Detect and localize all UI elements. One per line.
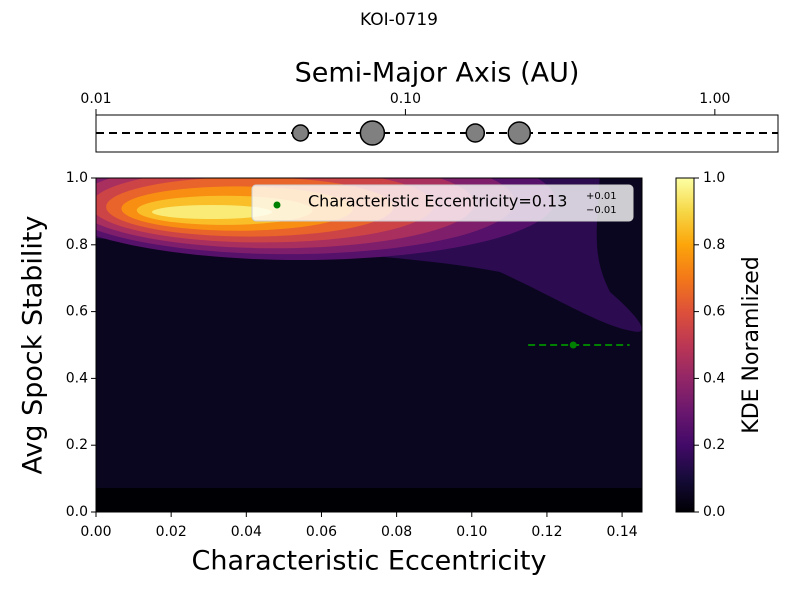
- colorbar: [675, 177, 695, 513]
- colorbar-tick-label: 0.6: [703, 304, 725, 320]
- x-axis-title: Semi-Major Axis (AU): [295, 58, 580, 89]
- legend: Characteristic Eccentricity=0.13 +0.01 −…: [251, 184, 634, 222]
- y-tick-label: 0.0: [66, 504, 88, 520]
- legend-sup: +0.01: [586, 191, 617, 202]
- planet: [359, 120, 386, 146]
- top-frame: [95, 114, 779, 153]
- colorbar-tick-label: 0.4: [703, 370, 725, 386]
- colorbar-tick-label: 0.0: [703, 504, 725, 520]
- point: [569, 341, 577, 349]
- y-tick-label: 0.8: [66, 237, 88, 253]
- kde-floor: [96, 488, 642, 512]
- planet: [291, 124, 310, 142]
- x-tick-label: 0.02: [156, 524, 187, 540]
- legend-sub: −0.01: [586, 205, 617, 216]
- y-tick-label: 0.4: [66, 370, 88, 386]
- x-tick-label: 0.06: [306, 524, 337, 540]
- y-tick-label: 1.0: [66, 170, 88, 186]
- x-tick-label: 0.10: [390, 91, 421, 107]
- y-tick-label: 0.6: [66, 304, 88, 320]
- kde-region: [152, 205, 272, 219]
- x-tick-label: 0.01: [80, 91, 111, 107]
- y-tick-label: 0.2: [66, 437, 88, 453]
- x-axis-title: Characteristic Eccentricity: [192, 546, 547, 577]
- planet: [465, 123, 486, 143]
- chart-title: KOI-0719: [360, 10, 438, 30]
- x-tick-label: 1.00: [699, 91, 730, 107]
- x-tick-label: 0.04: [231, 524, 262, 540]
- legend-box: [251, 184, 634, 222]
- planet: [507, 121, 532, 145]
- colorbar-tick-label: 0.8: [703, 237, 725, 253]
- colorbar-title: KDE Noramlized: [739, 256, 764, 433]
- x-tick-label: 0.10: [456, 524, 487, 540]
- x-tick-label: 0.12: [531, 524, 562, 540]
- x-tick-label: 0.00: [80, 524, 111, 540]
- legend-label: Characteristic Eccentricity=0.13: [308, 192, 567, 211]
- colorbar-tick-label: 0.2: [703, 437, 725, 453]
- plot-frame: [95, 177, 643, 513]
- top-panel: [96, 120, 778, 146]
- x-tick-label: 0.14: [606, 524, 637, 540]
- y-axis-title: Avg Spock Stability: [18, 216, 49, 475]
- colorbar-tick-label: 1.0: [703, 170, 725, 186]
- legend-marker: [273, 201, 281, 209]
- x-tick-label: 0.08: [381, 524, 412, 540]
